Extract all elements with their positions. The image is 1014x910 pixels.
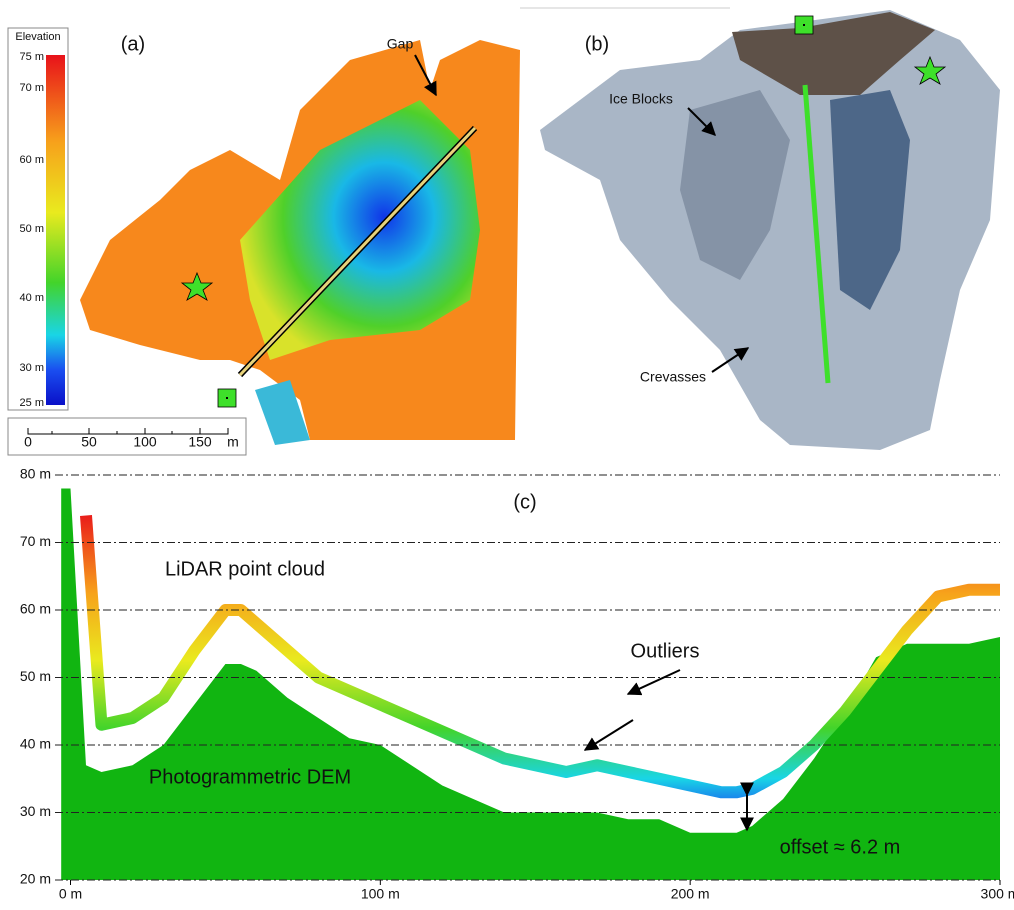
x-tick-label: 0 m: [59, 886, 82, 902]
scale-label: 50: [81, 434, 97, 450]
scale-box: [7, 417, 247, 456]
colorbar-tick: 75 m: [20, 51, 44, 63]
panel-label: (a): [121, 33, 145, 55]
rock-face: [732, 12, 935, 95]
colorbar-tick: 25 m: [20, 397, 44, 409]
chart-title: (c): [513, 491, 536, 513]
series-label: Photogrammetric DEM: [149, 766, 351, 788]
colorbar-tick: 40 m: [20, 292, 44, 304]
y-tick-label: 60 m: [20, 601, 51, 617]
y-tick-label: 50 m: [20, 668, 51, 684]
panel-a: (a) Gap Elevation 75 m 70 m 60 m 50 m 40…: [7, 27, 520, 456]
x-tick-label: 100 m: [361, 886, 400, 902]
y-tick-label: 30 m: [20, 803, 51, 819]
profile-line-inner: [238, 126, 477, 377]
dark-ice: [830, 90, 910, 310]
colorbar-tick: 30 m: [20, 362, 44, 374]
square-dot: [803, 24, 805, 26]
profile-chart: (c) 20 m 30 m 40 m 50 m 60 m 70 m 80 m 0 m 100 m…: [20, 466, 1014, 902]
annotation: Ice Blocks: [609, 91, 673, 107]
ice-blocks: [680, 90, 790, 280]
star: [180, 271, 214, 301]
x-tick-label: 300 m: [981, 886, 1014, 902]
series-label: LiDAR point cloud: [165, 558, 325, 580]
colorbar: [46, 55, 65, 405]
annotation: offset ≈ 6.2 m: [780, 836, 901, 858]
annotation: Gap: [387, 36, 414, 52]
arrow: [626, 669, 681, 696]
lidar-basin: [240, 100, 480, 360]
panel-b: (b) Ice Blocks Crevasses: [520, 7, 1000, 450]
colorbar-tick: 60 m: [20, 154, 44, 166]
lidar-channel: [255, 380, 310, 445]
scale-label: 0: [24, 434, 32, 450]
scale-label: m: [227, 434, 239, 450]
square-dot: [226, 397, 228, 399]
y-tick-label: 70 m: [20, 533, 51, 549]
annotation: Crevasses: [640, 369, 706, 385]
y-tick-label: 20 m: [20, 871, 51, 887]
profile-line: [802, 84, 831, 384]
scale-bar: [27, 428, 229, 435]
star: [913, 55, 947, 85]
lidar-profile: [79, 515, 1000, 799]
annotation: Outliers: [631, 640, 700, 662]
colorbar-tick: 70 m: [20, 82, 44, 94]
y-tick-label: 80 m: [20, 466, 51, 482]
colorbar-tick: 50 m: [20, 223, 44, 235]
arrow: [414, 54, 437, 97]
x-tick-label: 200 m: [671, 886, 710, 902]
scale-label: 150: [188, 434, 212, 450]
dem-area: [61, 488, 1001, 880]
scale-label: 100: [133, 434, 157, 450]
colorbar-title: Elevation: [15, 31, 60, 43]
arrow: [687, 107, 716, 136]
panel-label: (b): [585, 33, 609, 55]
arrow: [711, 347, 750, 373]
y-tick-label: 40 m: [20, 736, 51, 752]
arrow: [583, 719, 634, 751]
